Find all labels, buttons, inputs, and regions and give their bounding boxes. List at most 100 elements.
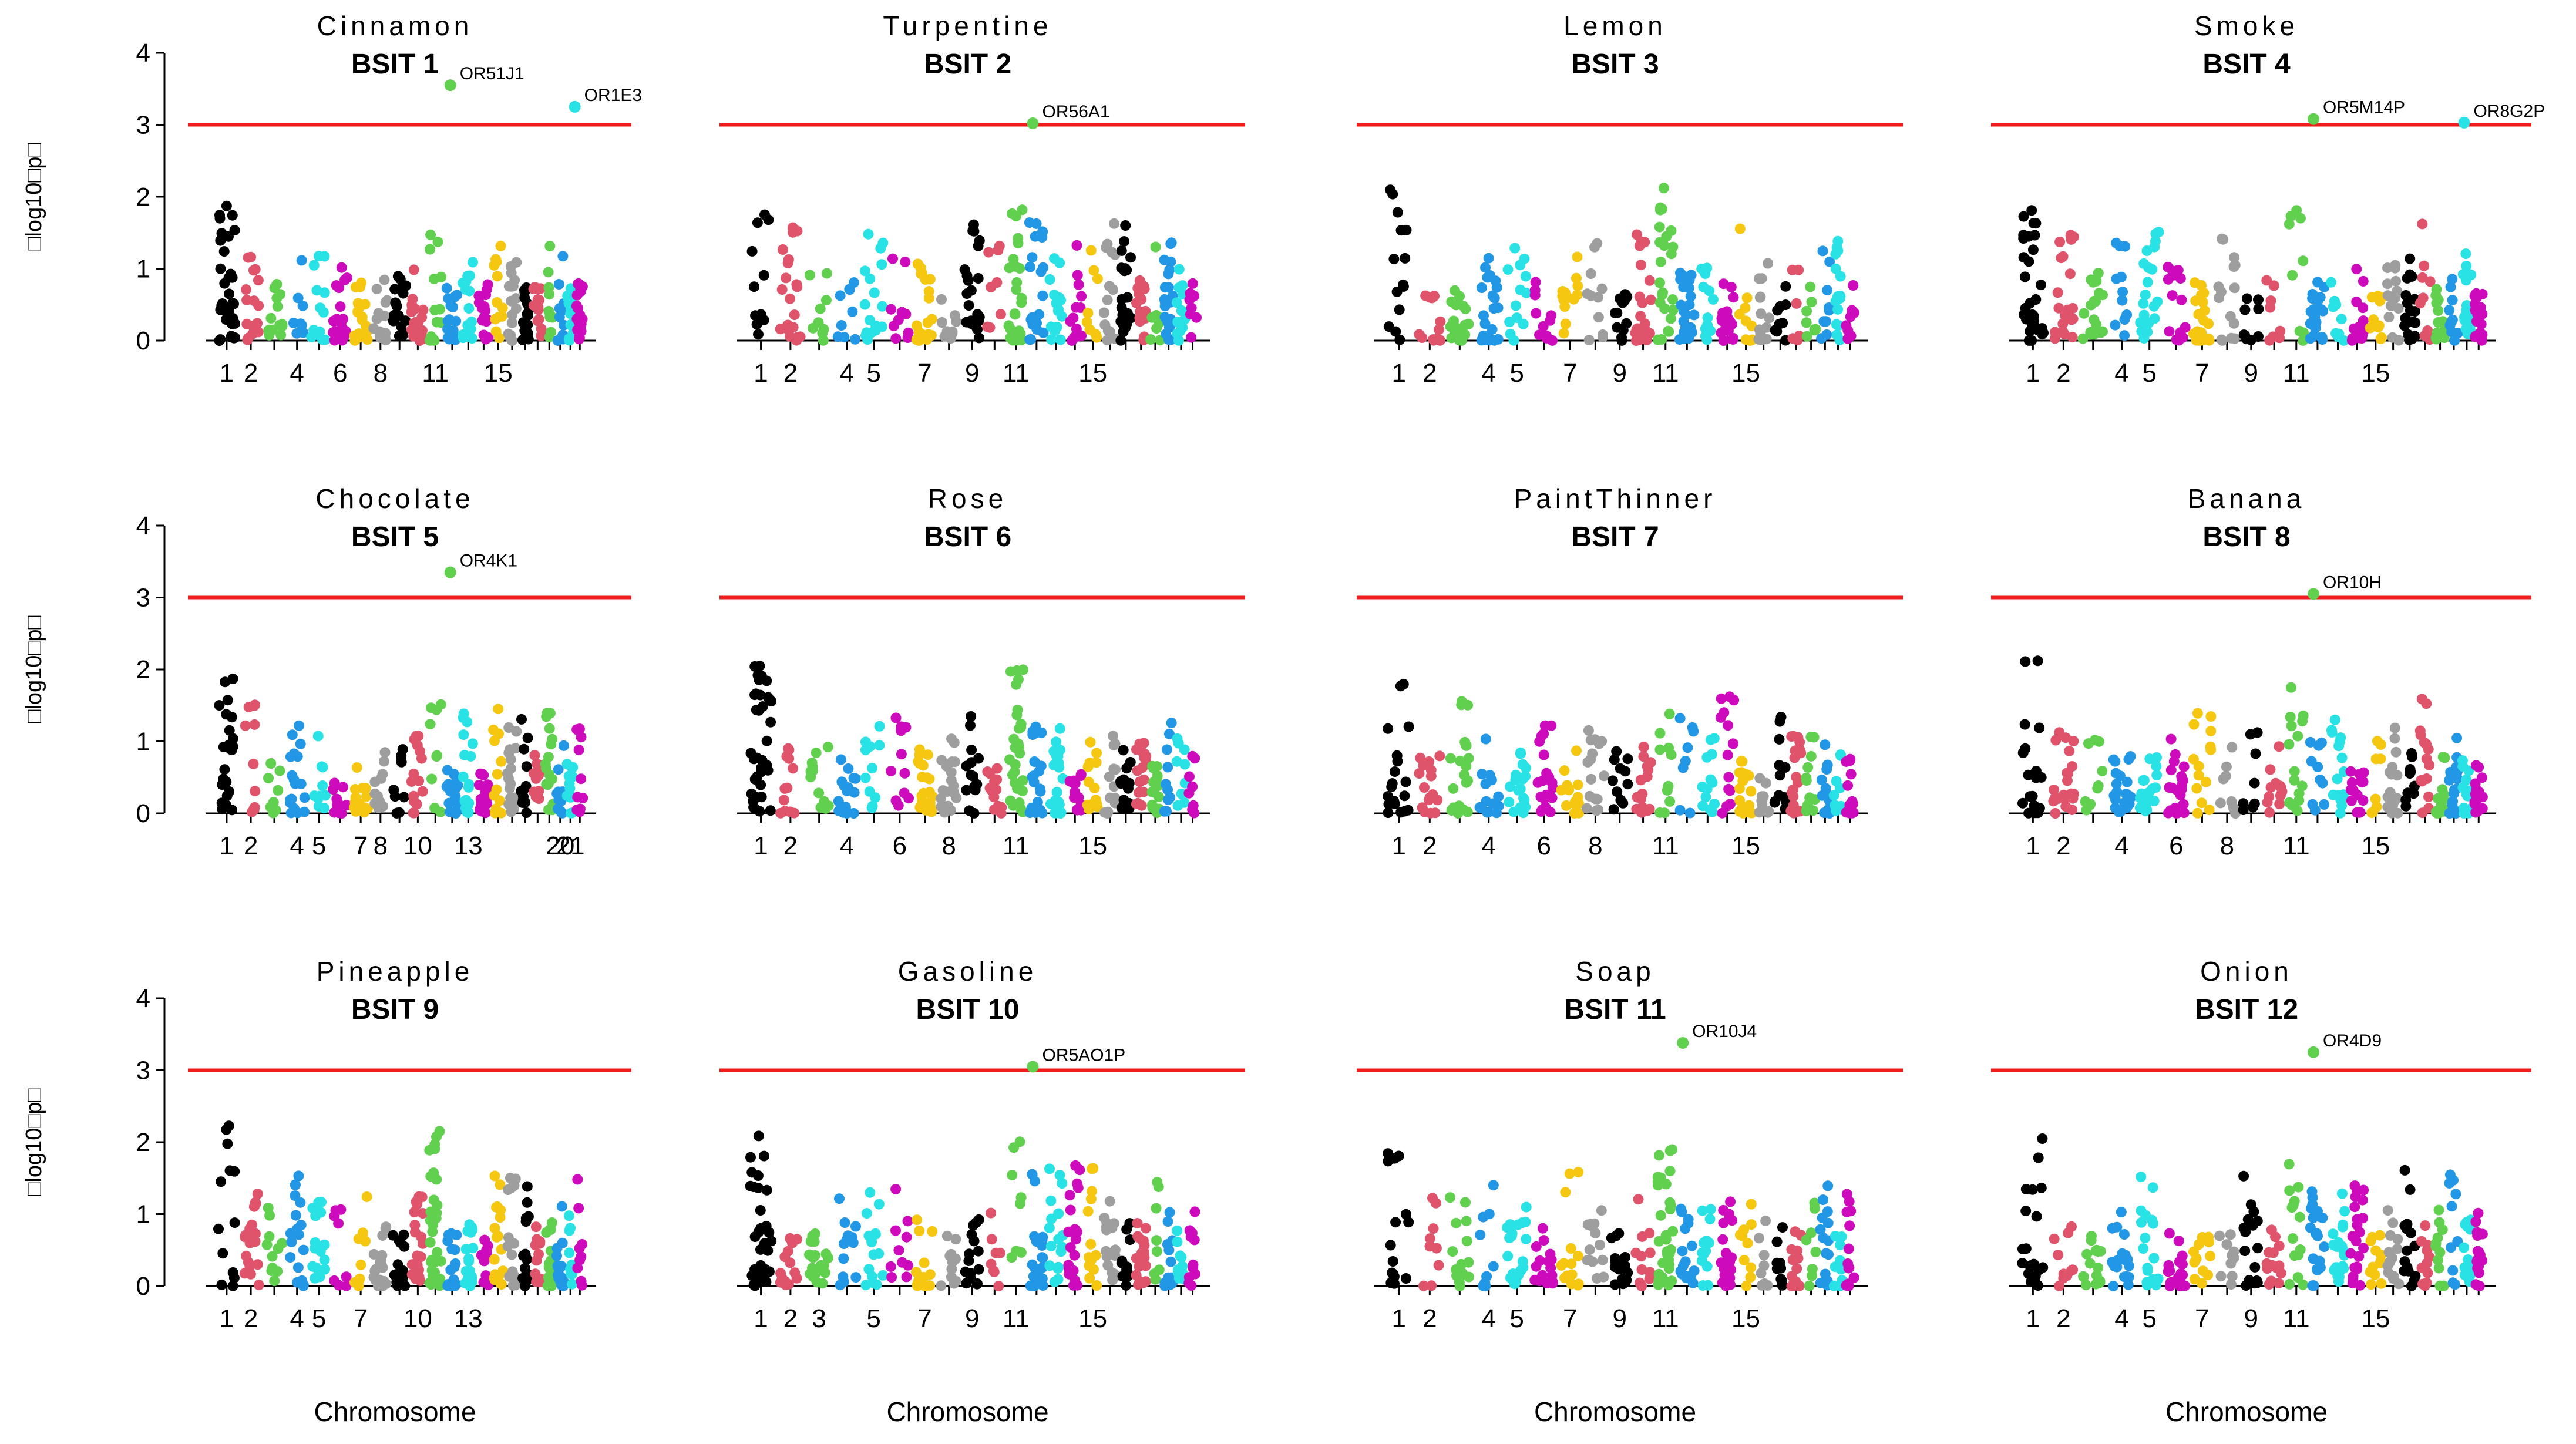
snp-point xyxy=(361,1191,372,1202)
snp-point xyxy=(425,1237,436,1248)
snp-point xyxy=(446,1228,457,1239)
snp-point xyxy=(1520,770,1531,782)
snp-point xyxy=(2094,287,2105,298)
snp-point xyxy=(432,1247,443,1258)
snp-point xyxy=(1116,245,1127,256)
snp-point xyxy=(543,267,554,278)
snp-point xyxy=(1461,1216,1472,1227)
snp-point xyxy=(329,777,340,789)
snp-point xyxy=(1662,1246,1673,1257)
snp-point xyxy=(1775,712,1787,723)
snp-point xyxy=(1721,801,1732,812)
snp-point xyxy=(753,1130,764,1142)
snp-point xyxy=(2025,1276,2036,1287)
snp-point xyxy=(1756,1268,1767,1279)
snp-point xyxy=(2474,305,2486,317)
snp-point xyxy=(2390,262,2400,274)
snp-point xyxy=(1539,720,1551,731)
snp-point xyxy=(850,334,861,345)
snp-point xyxy=(446,779,458,790)
gene-annotation: OR10J4 xyxy=(1692,1022,1757,1041)
snp-point xyxy=(867,763,877,774)
snp-point xyxy=(2110,768,2121,779)
snp-point xyxy=(1606,1233,1617,1244)
snp-point xyxy=(519,743,530,755)
snp-point xyxy=(903,327,914,338)
snp-point xyxy=(341,1271,352,1283)
x-tick-label: 2 xyxy=(2056,832,2070,860)
snp-point xyxy=(1025,334,1037,345)
snp-point xyxy=(2163,807,2174,819)
snp-point xyxy=(412,1259,423,1270)
snp-point xyxy=(489,1254,500,1265)
snp-point xyxy=(968,807,980,819)
snp-point xyxy=(752,1170,764,1181)
snp-point xyxy=(1073,279,1084,290)
y-tick-label: 0 xyxy=(136,1272,150,1301)
snp-point xyxy=(1676,299,1687,311)
snp-point xyxy=(2268,280,2279,291)
snp-point xyxy=(331,314,342,325)
snp-point xyxy=(264,1231,275,1242)
x-tick-label: 21 xyxy=(556,832,585,860)
snp-point xyxy=(1448,315,1459,327)
snp-point xyxy=(1165,1256,1176,1267)
snp-point xyxy=(546,327,556,338)
snp-point xyxy=(2445,281,2456,292)
snp-point xyxy=(2142,277,2153,288)
snp-point xyxy=(2241,293,2252,304)
x-tick-label: 2 xyxy=(1422,832,1437,860)
snp-point xyxy=(458,771,469,782)
snp-point xyxy=(1521,1201,1532,1213)
snp-point xyxy=(1071,240,1082,251)
snp-point xyxy=(1037,1240,1048,1251)
snp-point xyxy=(861,1208,872,1219)
snp-point xyxy=(1658,183,1669,194)
snp-point xyxy=(2123,1271,2134,1283)
snp-point xyxy=(318,307,329,318)
snp-point xyxy=(554,1270,565,1281)
gene-annotation: OR4K1 xyxy=(460,551,517,571)
snp-point xyxy=(315,1207,327,1218)
panel-bsit-title: BSIT 11 xyxy=(1564,994,1666,1025)
x-tick-label: 15 xyxy=(2361,832,2390,860)
snp-point xyxy=(2238,1170,2249,1182)
snp-point xyxy=(2125,751,2136,762)
snp-point xyxy=(1429,291,1440,302)
panel-bsit-title: BSIT 9 xyxy=(351,994,439,1025)
snp-point xyxy=(974,332,984,344)
snp-point xyxy=(1004,754,1015,765)
snp-point xyxy=(2275,325,2286,336)
snp-point xyxy=(876,321,887,332)
snp-point xyxy=(748,1182,759,1193)
snp-point xyxy=(1558,1258,1569,1269)
snp-point xyxy=(950,1234,961,1245)
y-tick-label: 4 xyxy=(136,39,150,68)
x-tick-label: 2 xyxy=(244,1304,258,1333)
snp-point xyxy=(1801,317,1812,328)
snp-point xyxy=(2193,760,2204,772)
snp-point xyxy=(564,1247,575,1258)
snp-point xyxy=(2375,333,2386,344)
snp-point xyxy=(1541,1278,1552,1288)
snp-point xyxy=(1150,1274,1161,1285)
snp-point xyxy=(1754,1233,1764,1244)
snp-point xyxy=(1015,722,1027,733)
snp-point xyxy=(293,1229,304,1240)
snp-point xyxy=(1573,1250,1583,1261)
snp-point xyxy=(1682,742,1693,753)
snp-point xyxy=(2252,727,2263,738)
snp-point xyxy=(247,1219,257,1230)
snp-point xyxy=(295,738,306,749)
snp-point xyxy=(1654,1176,1666,1187)
snp-point xyxy=(777,244,788,255)
snp-point xyxy=(1793,1253,1804,1264)
snp-point xyxy=(489,260,500,271)
panel-bsit-title: BSIT 5 xyxy=(351,521,439,553)
snp-point xyxy=(1832,304,1844,315)
snp-point xyxy=(1171,297,1182,308)
snp-point xyxy=(1431,1243,1442,1254)
snp-point xyxy=(528,284,539,294)
snp-point xyxy=(1775,1258,1786,1268)
